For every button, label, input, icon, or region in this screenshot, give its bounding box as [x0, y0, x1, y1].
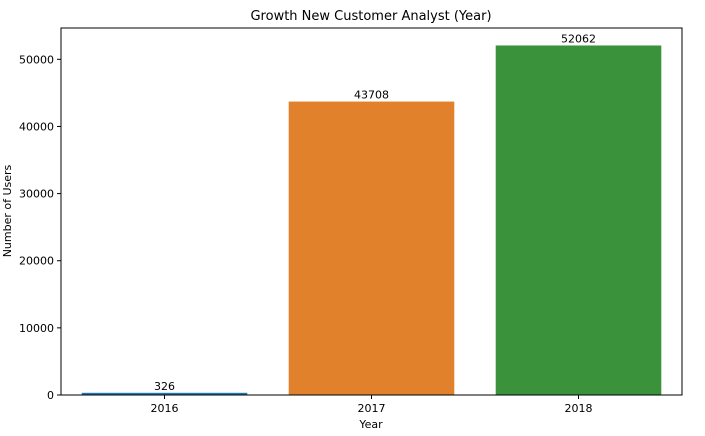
x-tick-label: 2018 [565, 402, 593, 415]
y-axis: 0 10000 20000 30000 40000 50000 [19, 53, 61, 402]
bar-2016 [81, 392, 248, 395]
bar-2017 [288, 101, 455, 395]
data-label-2018: 52062 [561, 32, 596, 45]
x-axis: 2016 2017 2018 [151, 395, 593, 415]
y-tick-label: 0 [47, 389, 54, 402]
y-tick-label: 50000 [19, 53, 54, 66]
plot-area: 326 43708 52062 [81, 32, 662, 395]
y-tick-label: 40000 [19, 120, 54, 133]
y-tick-label: 20000 [19, 255, 54, 268]
x-axis-label: Year [358, 418, 383, 431]
bar-2018 [495, 45, 662, 395]
data-label-2017: 43708 [354, 89, 389, 102]
x-tick-label: 2016 [151, 402, 179, 415]
data-label-2016: 326 [154, 380, 175, 393]
chart-title: Growth New Customer Analyst (Year) [250, 9, 491, 24]
y-tick-label: 30000 [19, 188, 54, 201]
x-tick-label: 2017 [358, 402, 386, 415]
y-axis-label: Number of Users [1, 164, 14, 257]
y-tick-label: 10000 [19, 322, 54, 335]
